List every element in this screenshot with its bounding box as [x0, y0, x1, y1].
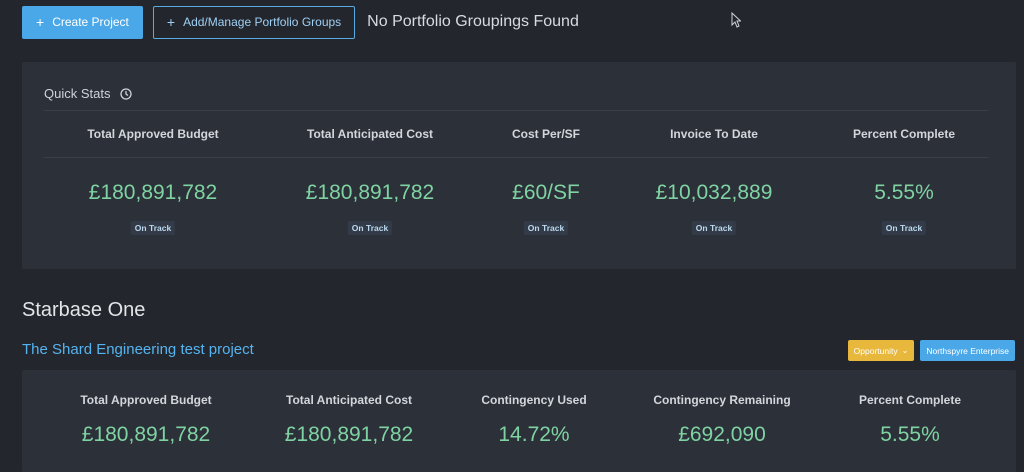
status-badge: On Track [523, 221, 569, 235]
status-badge-wrap: On Track [691, 218, 737, 236]
project-stats-panel: Total Approved Budget Total Anticipated … [22, 370, 1016, 472]
create-project-label: Create Project [52, 15, 129, 29]
quick-stats-title: Quick Stats [44, 86, 111, 101]
project-stat-label-contingency-remaining: Contingency Remaining [653, 393, 791, 407]
stat-value-cost-per-sf: £60/SF [512, 181, 580, 204]
manage-portfolio-groups-button[interactable]: + Add/Manage Portfolio Groups [152, 5, 356, 39]
chevron-down-icon: ⌄ [901, 346, 909, 355]
project-name-link[interactable]: The Shard Engineering test project [22, 341, 254, 358]
stat-label-total-approved-budget: Total Approved Budget [87, 127, 219, 141]
status-badge-wrap: On Track [347, 218, 393, 236]
create-project-button[interactable]: + Create Project [22, 5, 143, 39]
manage-groups-label: Add/Manage Portfolio Groups [183, 15, 342, 29]
status-badge: On Track [691, 221, 737, 235]
divider [44, 157, 988, 158]
project-stat-value-total-anticipated-cost: £180,891,782 [284, 423, 414, 446]
stat-label-percent-complete: Percent Complete [852, 127, 956, 141]
organization-tag: Northspyre Enterprise [920, 340, 1015, 361]
status-badge-wrap: On Track [881, 218, 927, 236]
toolbar: + Create Project + Add/Manage Portfolio … [22, 5, 579, 39]
project-stat-value-total-approved-budget: £180,891,782 [81, 423, 211, 446]
stage-dropdown-label: Opportunity [853, 345, 898, 356]
divider [44, 110, 988, 111]
project-stat-label-total-anticipated-cost: Total Anticipated Cost [286, 393, 412, 407]
stat-value-invoice-to-date: £10,032,889 [655, 181, 773, 204]
project-stat-value-contingency-remaining: £692,090 [678, 423, 766, 446]
project-tags: Opportunity ⌄ Northspyre Enterprise [847, 340, 1015, 361]
project-stat-value-percent-complete: 5.55% [880, 423, 940, 446]
plus-icon: + [36, 14, 45, 30]
project-stat-label-percent-complete: Percent Complete [858, 393, 962, 407]
plus-icon: + [166, 14, 176, 30]
stat-label-cost-per-sf: Cost Per/SF [511, 127, 581, 141]
status-badge: On Track [130, 221, 176, 235]
stat-value-total-approved-budget: £180,891,782 [88, 181, 218, 204]
project-stat-label-total-approved-budget: Total Approved Budget [80, 393, 212, 407]
stat-value-total-anticipated-cost: £180,891,782 [305, 181, 435, 204]
quick-stats-header: Quick Stats [44, 86, 133, 101]
stat-label-total-anticipated-cost: Total Anticipated Cost [307, 127, 433, 141]
status-badge: On Track [347, 221, 393, 235]
project-stat-value-contingency-used: 14.72% [498, 423, 570, 446]
clock-icon[interactable] [120, 87, 133, 100]
status-badge-wrap: On Track [130, 218, 176, 236]
stat-value-percent-complete: 5.55% [874, 181, 934, 204]
portfolio-groupings-status: No Portfolio Groupings Found [367, 13, 579, 30]
portfolio-title: Starbase One [22, 299, 146, 321]
status-badge: On Track [881, 221, 927, 235]
project-stat-label-contingency-used: Contingency Used [481, 393, 587, 407]
mouse-cursor-icon [731, 12, 741, 28]
stage-dropdown[interactable]: Opportunity ⌄ [847, 340, 915, 361]
stat-label-invoice-to-date: Invoice To Date [670, 127, 758, 141]
quick-stats-panel: Quick Stats Total Approved Budget Total … [22, 62, 1016, 269]
status-badge-wrap: On Track [523, 218, 569, 236]
